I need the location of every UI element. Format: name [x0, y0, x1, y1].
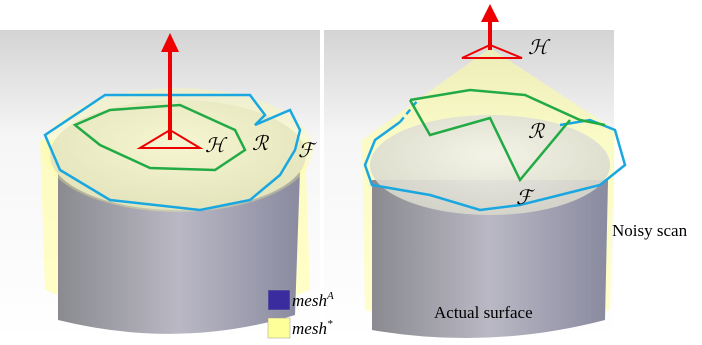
label-r: ℛ [252, 131, 270, 155]
label-h: ℋ [528, 35, 551, 59]
label-h: ℋ [205, 133, 228, 157]
noisy-label: Noisy scan [612, 221, 688, 240]
legend-label: mesh* [292, 318, 333, 338]
figure: ℋ ℛ ℱ ℋ ℛ ℱ Noisy scan Actual surface me… [0, 0, 702, 340]
right-panel: ℋ ℛ ℱ Noisy scan Actual surface [324, 4, 688, 340]
legend-swatch [268, 290, 290, 310]
label-r: ℛ [528, 119, 546, 143]
actual-label: Actual surface [434, 303, 533, 322]
noisy-top [43, 88, 313, 212]
legend-superscript: * [327, 318, 333, 330]
legend-superscript: A [326, 290, 334, 302]
arrow-head [481, 4, 499, 22]
legend-swatch [268, 318, 290, 338]
legend-name: mesh [292, 291, 327, 310]
cylinder-top [370, 115, 610, 215]
legend-name: mesh [292, 319, 327, 338]
